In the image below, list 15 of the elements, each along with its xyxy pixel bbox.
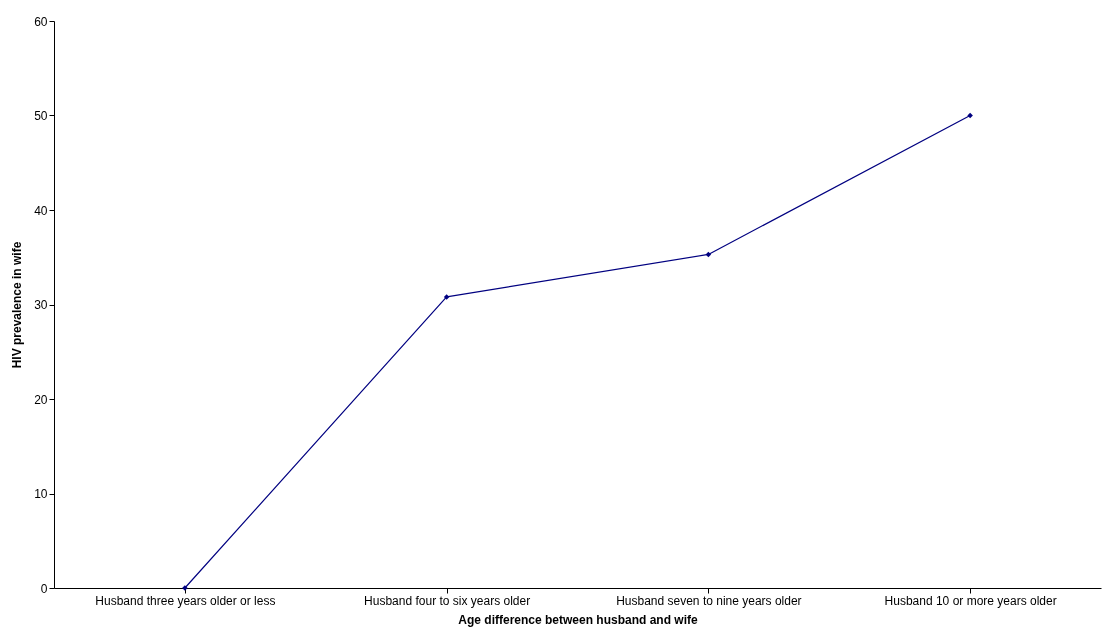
y-axis-title: HIV prevalence in wife [10,241,25,369]
x-tick-label: Husband three years older or less [95,593,276,608]
y-tick-label: 0 [40,581,48,596]
y-tick-label: 10 [34,487,48,501]
y-tick-label: 40 [34,203,48,218]
y-tick-label: 20 [34,392,48,407]
point [967,112,973,119]
x-axis-title: Age difference between husband and wife [458,612,699,627]
point [443,294,450,300]
x-tick-label: Husband seven to nine years older [616,593,802,608]
y-tick-label: 50 [34,109,48,123]
y-tick-label: 60 [34,14,48,29]
x-tick-label: Husband four to six years older [364,593,531,608]
y-tick-label: 30 [34,298,48,312]
x-tick-label: Husband 10 or more years older [884,593,1057,608]
